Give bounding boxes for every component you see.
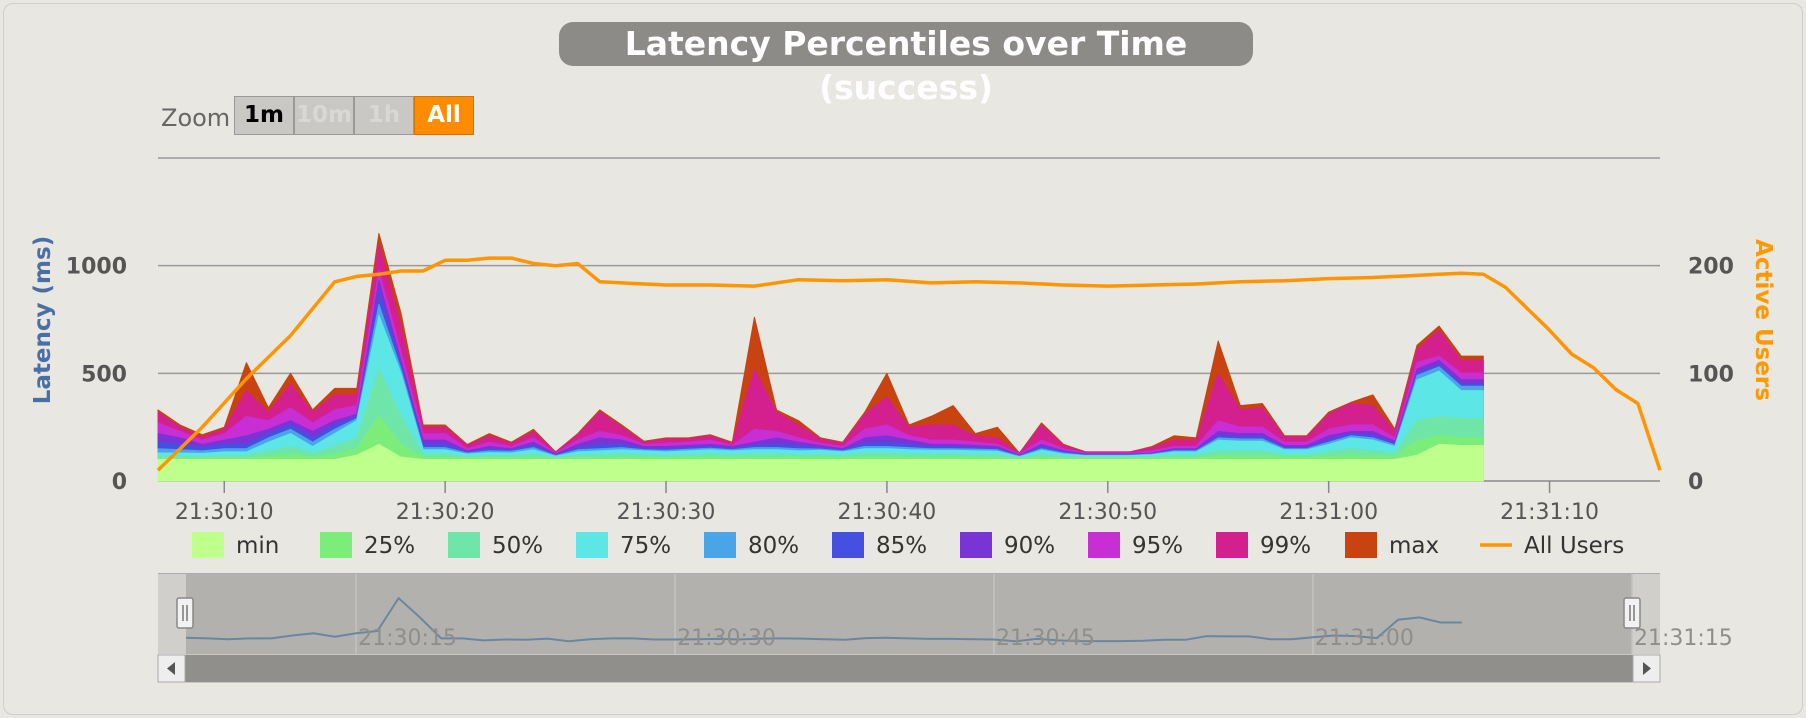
legend-swatch (320, 532, 352, 558)
legend-item-max[interactable]: max (1345, 532, 1439, 559)
navigator-tick-label: 21:31:00 (1315, 626, 1414, 651)
navigator-selected-range[interactable] (186, 574, 1632, 654)
y-axis-title-left: Latency (ms) (30, 236, 56, 404)
scroll-right-button[interactable] (1632, 654, 1661, 683)
legend-swatch (1216, 532, 1248, 558)
navigator-handle-right[interactable] (1623, 597, 1641, 629)
legend-label: min (236, 533, 279, 559)
x-tick-label: 21:30:30 (617, 500, 716, 525)
legend-swatch (1088, 532, 1120, 558)
legend-label: 85% (876, 533, 927, 559)
navigator-tick-label: 21:30:45 (996, 626, 1095, 651)
legend-swatch (704, 532, 736, 558)
y-tick-label: 0 (112, 470, 127, 495)
legend-item-50pct[interactable]: 50% (448, 532, 543, 559)
handle-right-box[interactable] (1623, 597, 1641, 629)
legend-label: 80% (748, 533, 799, 559)
x-tick-label: 21:30:10 (175, 500, 274, 525)
navigator-tick-label: 21:31:15 (1634, 626, 1733, 651)
navigator-series (185, 596, 1462, 643)
x-tick-label: 21:31:10 (1500, 500, 1599, 525)
area-series-min (157, 443, 1484, 482)
navigator-handle-left[interactable] (176, 597, 194, 629)
legend-swatch (832, 532, 864, 558)
legend-item-95pct[interactable]: 95% (1088, 532, 1183, 559)
zoom-all-button[interactable]: All (414, 96, 474, 135)
y2-tick-label: 100 (1688, 362, 1734, 387)
handle-left-box[interactable] (176, 597, 194, 629)
legend-item-75pct[interactable]: 75% (576, 532, 671, 559)
legend-item-min[interactable]: min (192, 532, 279, 559)
legend-swatch (1345, 532, 1377, 558)
legend-swatch (960, 532, 992, 558)
y-tick-labels: 0 500 1000 0 100 200 (66, 255, 1734, 495)
legend: min 25% 50% 75% 80% 85% 90% 95% 99% max All Users (192, 532, 1624, 559)
legend-item-all-users[interactable]: All Users (1480, 533, 1624, 559)
x-tick-label: 21:30:40 (838, 500, 937, 525)
chevron-right-icon (1643, 662, 1651, 675)
navigator-tick-label: 21:30:30 (677, 626, 776, 651)
users-line (156, 256, 1662, 472)
legend-label: max (1389, 533, 1439, 559)
legend-label: 75% (620, 533, 671, 559)
scrollbar-thumb[interactable] (185, 655, 1633, 682)
legend-swatch (576, 532, 608, 558)
zoom-label: Zoom (161, 104, 231, 132)
legend-swatch (192, 532, 224, 558)
y-axis-title-right: Active Users (1750, 239, 1776, 401)
legend-label: All Users (1524, 533, 1624, 559)
legend-label: 99% (1260, 533, 1311, 559)
navigator-tick-label: 21:30:15 (358, 626, 457, 651)
navigator[interactable]: 21:30:15 21:30:30 21:30:45 21:31:00 21:31:15 (157, 573, 1733, 683)
chevron-left-icon (167, 662, 175, 675)
legend-label: 95% (1132, 533, 1183, 559)
legend-item-25pct[interactable]: 25% (320, 532, 415, 559)
zoom-1m-button[interactable]: 1m (234, 96, 294, 135)
x-tick-labels: 21:30:10 21:30:20 21:30:30 21:30:40 21:30:50… (175, 481, 1599, 525)
users-line-group (156, 256, 1662, 472)
legend-item-99pct[interactable]: 99% (1216, 532, 1311, 559)
zoom-10m-button[interactable]: 10m (294, 96, 354, 135)
legend-swatch (448, 532, 480, 558)
zoom-1h-button[interactable]: 1h (354, 96, 414, 135)
x-tick-label: 21:30:50 (1058, 500, 1157, 525)
percentile-areas (157, 232, 1484, 482)
chart-title: Latency Percentiles over Time (success) (559, 22, 1253, 107)
legend-label: 90% (1004, 533, 1055, 559)
y2-tick-label: 200 (1688, 255, 1734, 280)
y-tick-label: 1000 (66, 255, 127, 280)
legend-label: 25% (364, 533, 415, 559)
legend-label: 50% (492, 533, 543, 559)
y-tick-label: 500 (81, 362, 127, 387)
legend-item-85pct[interactable]: 85% (832, 532, 927, 559)
x-tick-label: 21:31:00 (1279, 500, 1378, 525)
x-tick-label: 21:30:20 (396, 500, 495, 525)
legend-item-90pct[interactable]: 90% (960, 532, 1055, 559)
scroll-left-button[interactable] (157, 654, 186, 683)
y2-tick-label: 0 (1688, 470, 1703, 495)
legend-item-80pct[interactable]: 80% (704, 532, 799, 559)
navigator-tick-labels: 21:30:15 21:30:30 21:30:45 21:31:00 21:31:15 (358, 626, 1733, 651)
